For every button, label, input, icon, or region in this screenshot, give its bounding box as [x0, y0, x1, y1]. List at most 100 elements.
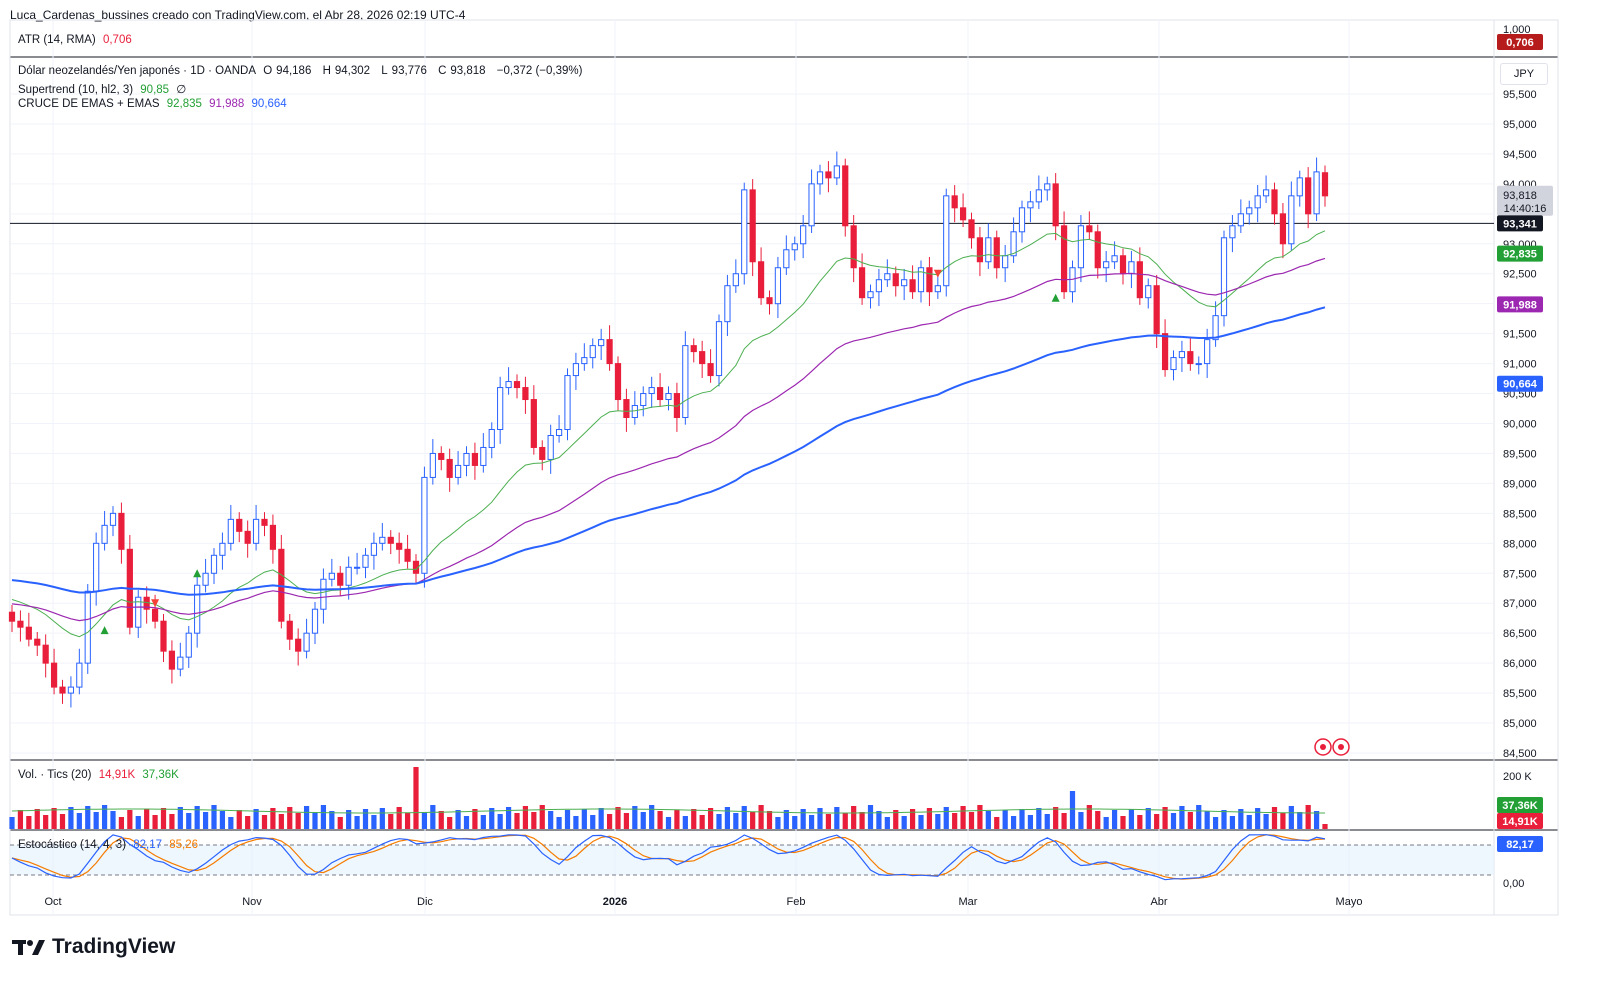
- candle-body: [1027, 201, 1034, 209]
- volume-bar: [135, 816, 141, 829]
- volume-bar: [371, 815, 377, 829]
- volume-bar: [1229, 816, 1236, 829]
- chart-frame: [9, 19, 1559, 916]
- volume-bar: [270, 808, 276, 829]
- candle-body: [261, 518, 268, 526]
- volume-bar: [825, 814, 832, 829]
- volume-bar: [59, 814, 66, 829]
- candle-body: [1035, 189, 1042, 203]
- candle-body: [109, 512, 117, 526]
- candle-body: [665, 393, 672, 401]
- symbol-legend[interactable]: Dólar neozelandés/Yen japonés · 1D · OAN…: [18, 65, 586, 77]
- candle-body: [850, 225, 857, 269]
- y-tick-label: 91,500: [1503, 329, 1537, 341]
- volume-bar: [228, 817, 234, 829]
- volume-bar: [287, 807, 293, 829]
- high-label: H: [322, 65, 331, 77]
- volume-bar: [884, 817, 890, 829]
- last-price-tag-bg: [1497, 185, 1553, 216]
- volume-bar: [598, 808, 604, 829]
- candle-body: [1254, 195, 1261, 209]
- ema1-price-tag-bg: [1497, 245, 1543, 262]
- candle-body: [1052, 183, 1059, 227]
- ema1-value: 92,835: [166, 98, 202, 110]
- y-tick-label: 87,500: [1503, 568, 1537, 580]
- volume-bar: [1187, 812, 1193, 829]
- candle-body: [1044, 183, 1051, 191]
- candle-body: [943, 195, 950, 287]
- currency-button[interactable]: JPY: [1500, 63, 1548, 85]
- stoch-k-line: [11, 834, 1326, 881]
- candle-body: [17, 620, 24, 628]
- candle-body: [160, 620, 167, 652]
- candle-body: [194, 584, 201, 634]
- tradingview-logo[interactable]: TradingView: [12, 935, 175, 959]
- volume-bar: [253, 809, 259, 829]
- volume-bar: [623, 813, 630, 829]
- volume-bar: [522, 806, 529, 829]
- volume-bar: [935, 814, 941, 829]
- ema2-value: 91,988: [209, 98, 245, 110]
- candle-body: [715, 321, 723, 377]
- volume-bar: [413, 767, 419, 829]
- volume-bar: [101, 805, 108, 829]
- atr-legend[interactable]: ATR (14, RMA) 0,706: [18, 34, 136, 46]
- candle-body: [867, 291, 874, 299]
- candle-body: [1271, 189, 1278, 215]
- volume-bar: [430, 805, 436, 829]
- emas-legend[interactable]: CRUCE DE EMAS + EMAS 92,835 91,988 90,66…: [18, 98, 291, 110]
- volume-bar: [581, 809, 587, 829]
- volume-legend[interactable]: Vol. · Tics (20) 14,91K 37,36K: [18, 769, 183, 781]
- candle-body: [614, 363, 622, 401]
- candle-body: [295, 638, 302, 652]
- volume-bar: [1086, 805, 1092, 829]
- volume-ma-line: [11, 808, 1325, 814]
- candle-body: [362, 554, 369, 568]
- volume-bar: [548, 811, 554, 829]
- stoch-legend[interactable]: Estocástico (14, 4, 3) 82,17 85,26: [18, 839, 202, 851]
- volume-bar: [278, 814, 284, 829]
- candle-body: [370, 542, 378, 556]
- candle-body: [808, 183, 815, 227]
- volume-bar: [632, 806, 638, 829]
- volume-bar: [606, 814, 613, 829]
- y-tick-label: 94,500: [1503, 149, 1537, 161]
- volume-axis-top: 200 K: [1503, 771, 1532, 783]
- volume-bar: [1288, 806, 1294, 829]
- candle-body: [337, 572, 344, 586]
- volume-bar: [1137, 815, 1143, 829]
- volume-bar: [994, 817, 1000, 829]
- candle-body: [892, 273, 899, 287]
- ema2-price-tag: 91,988: [1503, 299, 1537, 311]
- volume-bar: [489, 808, 495, 829]
- volume-bar: [261, 815, 268, 829]
- volume-bar: [724, 807, 731, 829]
- volume-ma-tag-bg: [1497, 797, 1543, 813]
- volume-bar: [480, 815, 486, 829]
- candle-body: [1246, 207, 1253, 215]
- volume-bar: [169, 814, 175, 829]
- volume-bar: [842, 813, 848, 829]
- supertrend-legend[interactable]: Supertrend (10, hl2, 3) 90,85 ∅: [18, 82, 190, 96]
- candle-body: [1145, 285, 1152, 299]
- atr-value: 0,706: [102, 34, 132, 46]
- x-tick-label: Nov: [242, 896, 262, 908]
- stoch-tag: 82,17: [1506, 839, 1534, 851]
- volume-bar: [118, 817, 125, 829]
- candle-body: [84, 590, 91, 664]
- candle-body: [438, 452, 445, 460]
- supertrend-buy-marker: [100, 626, 109, 635]
- candle-body: [488, 428, 495, 448]
- ema2-price-tag-bg: [1497, 296, 1543, 313]
- candle-body: [884, 273, 891, 281]
- volume-bar: [236, 810, 242, 829]
- candle-body: [934, 285, 941, 293]
- candle-body: [387, 536, 394, 544]
- candle-body: [25, 626, 32, 640]
- candle-body: [959, 207, 967, 221]
- supertrend-buy-marker: [193, 569, 202, 578]
- volume-bar: [1103, 817, 1109, 829]
- brand-name: TradingView: [52, 935, 176, 958]
- volume-bar: [127, 810, 133, 829]
